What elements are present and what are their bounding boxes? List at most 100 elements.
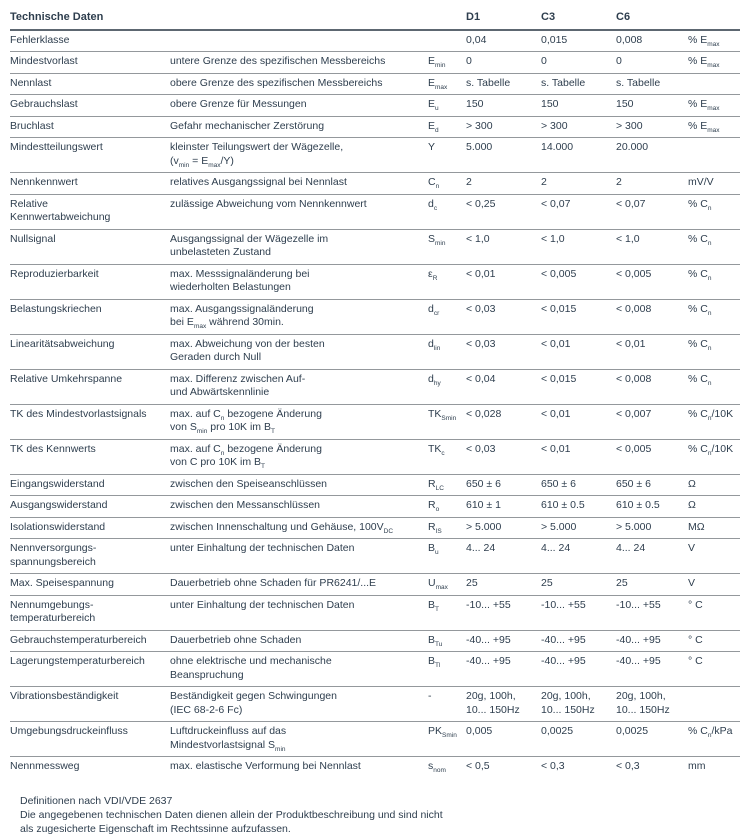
value-c6: 2 — [616, 172, 688, 195]
value-d1: < 0,03 — [466, 334, 541, 370]
value-c3: 4... 24 — [541, 538, 616, 574]
value-d1: > 300 — [466, 116, 541, 138]
footer-disclaimer-line-1: Die angegebenen technischen Daten dienen… — [20, 808, 443, 821]
table-row: Isolationswiderstand zwischen Innenschalt… — [10, 517, 740, 539]
param-desc: max. auf Cn bezogene Änderung von Smin p… — [170, 404, 428, 440]
param-symbol: εR — [428, 264, 466, 300]
param-name: Relative Kennwertabweichung — [10, 194, 170, 230]
value-d1: > 5.000 — [466, 517, 541, 539]
value-d1: 0,04 — [466, 29, 541, 52]
param-unit: V — [688, 538, 740, 574]
value-d1: < 0,03 — [466, 299, 541, 335]
value-c6: 610 ± 0.5 — [616, 495, 688, 518]
param-name: Max. Speisespannung — [10, 573, 170, 596]
table-body: Fehlerklasse 0,04 0,015 0,008% Emax Mindestv… — [10, 29, 740, 778]
param-name: Nennlast — [10, 73, 170, 95]
table-row: Gebrauchslast obere Grenze für Messungen E… — [10, 94, 740, 117]
value-c3: < 0,015 — [541, 369, 616, 405]
param-symbol: Cn — [428, 172, 466, 195]
param-unit: V — [688, 573, 740, 596]
table-row: Fehlerklasse 0,04 0,015 0,008% Emax — [10, 29, 740, 52]
param-symbol: RLC — [428, 474, 466, 496]
value-c6: 20.000 — [616, 137, 688, 173]
value-d1: 610 ± 1 — [466, 495, 541, 518]
value-c3: 150 — [541, 94, 616, 117]
value-d1: 25 — [466, 573, 541, 596]
param-name: Vibrationsbeständigkeit — [10, 686, 170, 722]
param-unit — [688, 137, 740, 173]
value-d1: < 0,04 — [466, 369, 541, 405]
table-row: Nullsignal Ausgangssignal der Wägezelle i… — [10, 229, 740, 265]
param-name: Gebrauchslast — [10, 94, 170, 117]
table-row: Linearitätsabweichung max. Abweichung von… — [10, 334, 740, 370]
param-unit: % Cn — [688, 229, 740, 265]
param-symbol: dcr — [428, 299, 466, 335]
table-row: Relative Kennwertabweichung zulässige Abw… — [10, 194, 740, 230]
param-name: Lagerungstemperaturbereich — [10, 651, 170, 687]
param-unit: mV/V — [688, 172, 740, 195]
value-c6: 0 — [616, 51, 688, 74]
value-c6: < 1,0 — [616, 229, 688, 265]
param-unit: MΩ — [688, 517, 740, 539]
param-symbol: BTu — [428, 630, 466, 652]
value-c6: 0,008 — [616, 29, 688, 52]
param-desc: obere Grenze für Messungen — [170, 94, 428, 117]
footer-definitions-line: Definitionen nach VDI/VDE 2637 — [20, 794, 173, 807]
value-c3: -40... +95 — [541, 630, 616, 652]
param-desc: Gefahr mechanischer Zerstörung — [170, 116, 428, 138]
value-d1: -40... +95 — [466, 651, 541, 687]
param-desc: relatives Ausgangssignal bei Nennlast — [170, 172, 428, 195]
param-desc: kleinster Teilungswert der Wägezelle, (v… — [170, 137, 428, 173]
table-row: Nennumgebungs- temperaturbereich unter Ei… — [10, 595, 740, 631]
value-c3: 0,0025 — [541, 721, 616, 757]
value-d1: 0 — [466, 51, 541, 74]
param-name: Ausgangswiderstand — [10, 495, 170, 518]
value-c6: 25 — [616, 573, 688, 596]
param-symbol: TKc — [428, 439, 466, 475]
value-c3: 2 — [541, 172, 616, 195]
value-d1: 20g, 100h, 10... 150Hz — [466, 686, 541, 722]
value-c6: s. Tabelle — [616, 73, 688, 95]
param-unit: % Cn — [688, 299, 740, 335]
value-d1: < 0,5 — [466, 760, 490, 772]
param-symbol: BTl — [428, 651, 466, 687]
table-row: Mindestteilungswert kleinster Teilungswer… — [10, 137, 740, 173]
param-unit: Ω — [688, 495, 740, 518]
table-row: Vibrationsbeständigkeit Beständigkeit geg… — [10, 686, 740, 722]
param-desc: zulässige Abweichung vom Nennkennwert — [170, 194, 428, 230]
param-desc: untere Grenze des spezifischen Messberei… — [170, 51, 428, 74]
param-unit: % Cn — [688, 264, 740, 300]
table-row: Nennmessweg max. elastische Verformung be… — [10, 757, 740, 778]
param-symbol: Bu — [428, 538, 466, 574]
value-c3: 25 — [541, 573, 616, 596]
table-row: Bruchlast Gefahr mechanischer Zerstörung E… — [10, 116, 740, 138]
technical-data-table: Technische Daten D1 C3 C6 Fehlerklasse 0,… — [10, 8, 740, 778]
param-unit: % Emax — [688, 116, 740, 138]
value-c6: < 0,01 — [616, 334, 688, 370]
value-c3: < 0,3 — [541, 760, 565, 772]
param-unit: % Cn — [688, 369, 740, 405]
param-name: Nennumgebungs- temperaturbereich — [10, 595, 170, 631]
value-c3: < 0,01 — [541, 404, 616, 440]
table-header-row: Technische Daten D1 C3 C6 — [10, 8, 740, 31]
param-name: Relative Umkehrspanne — [10, 369, 170, 405]
param-name: Mindestteilungswert — [10, 137, 170, 173]
param-symbol: Y — [428, 137, 466, 173]
table-row: Eingangswiderstand zwischen den Speiseans… — [10, 474, 740, 496]
value-d1: < 0,03 — [466, 439, 541, 475]
param-desc: Dauerbetrieb ohne Schaden für PR6241/...… — [170, 573, 428, 596]
value-d1: < 0,25 — [466, 194, 541, 230]
param-desc: zwischen den Speiseanschlüssen — [170, 474, 428, 496]
value-c6: < 0,005 — [616, 264, 688, 300]
param-unit: ° C — [688, 630, 740, 652]
value-c6: 0,0025 — [616, 721, 688, 757]
param-unit: mm — [688, 760, 706, 772]
param-desc: max. auf Cn bezogene Änderung von C pro … — [170, 439, 428, 475]
param-unit — [688, 73, 740, 95]
value-c6: -40... +95 — [616, 630, 688, 652]
table-row: Nennversorgungs- spannungsbereich unter E… — [10, 538, 740, 574]
column-header-c6: C6 — [616, 8, 688, 31]
param-symbol — [428, 29, 466, 52]
param-symbol: - — [428, 686, 466, 722]
value-c3: > 5.000 — [541, 517, 616, 539]
